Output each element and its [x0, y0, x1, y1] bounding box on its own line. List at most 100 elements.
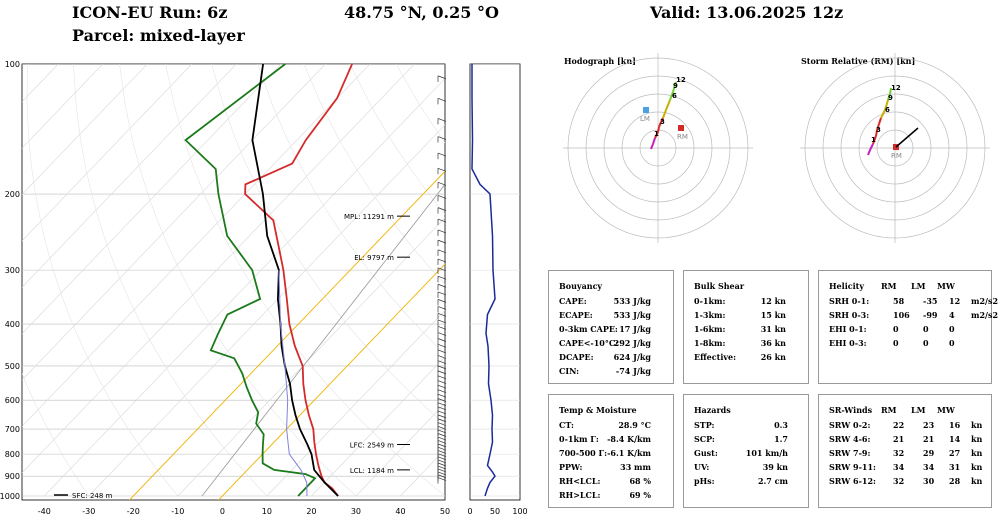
dry-adiabat [257, 64, 445, 355]
sr_winds-unit-cell: kn [971, 420, 983, 430]
level-annotation: MPL: 11291 m [344, 213, 394, 221]
wind-barb-flag [437, 239, 447, 244]
hazard-value: 2.7 cm [757, 476, 788, 486]
buoyancy-title: Bouyancy [559, 281, 603, 291]
lm-marker [643, 107, 649, 113]
skew-t-frame [21, 63, 446, 501]
isotherm-line [22, 64, 103, 149]
wind-barb-flag [437, 299, 447, 303]
hodo-trace [869, 143, 874, 151]
hazards-row: SCP: 1.7 [694, 433, 802, 445]
sr_winds-rm-cell: 21 [893, 434, 905, 444]
wind-tick: 0 [467, 507, 472, 516]
sr_winds-label-cell: SRW 4-6: [829, 434, 871, 444]
helicity-mw-cell: 0 [949, 324, 955, 334]
buoyancy-row: CAPE: 533 J/kg [559, 295, 667, 307]
hodo-trace [660, 117, 664, 123]
wind-barb-flag [437, 425, 447, 430]
hodo-trace [878, 117, 882, 125]
sr_winds-unit-cell: kn [971, 434, 983, 444]
isotherm-line [22, 64, 282, 335]
wind-barb-flag [437, 195, 447, 199]
isotherm-line [22, 64, 148, 195]
dry-adiabat [211, 64, 445, 425]
hodograph-chart: 13 6 912 LM RM [563, 53, 753, 243]
dewpoint-line [184, 64, 317, 497]
hazards-row: Gust: 101 km/h [694, 447, 802, 459]
wind-barb-flag [437, 218, 447, 223]
helicity-lm-cell: -35 [923, 296, 938, 306]
sr_winds-col-header: LM [911, 405, 926, 415]
pressure-tick: 800 [5, 450, 20, 459]
hodograph-panel: Hodograph [kn] 1 3 6 9 12 LM RM [548, 52, 763, 252]
wind-barb-flag [437, 291, 447, 296]
wind-barb-flag [437, 349, 447, 354]
wind-barb-flag [437, 389, 447, 394]
highlight-isotherm [217, 263, 445, 500]
shear-value: 31 kn [760, 324, 786, 334]
hodo-height-label: 9 [673, 82, 678, 90]
sr_winds-mw-cell: 14 [949, 434, 961, 444]
wind-barb-flag [437, 283, 447, 288]
sr_winds-rm-cell: 32 [893, 448, 905, 458]
temp_moisture-row: RH<LCL: 68 % [559, 475, 667, 487]
level-annotation: LFC: 2549 m [350, 442, 394, 450]
wind-barb-flag [437, 306, 447, 310]
buoyancy-row: 0-3km CAPE: 17 J/kg [559, 323, 667, 335]
hazard-label: Gust: [694, 448, 718, 458]
hodo-trace [662, 109, 667, 119]
temp-tick: -10 [171, 507, 184, 516]
dry-adiabat [165, 64, 445, 497]
wind-barb-flag [437, 398, 447, 402]
helicity-row: SRH 0-3: 106 -99 4 m2/s2 [829, 309, 998, 321]
wind-barb-flag [437, 474, 447, 479]
wind-barb-flag [437, 229, 447, 234]
temp_moisture-row: RH>LCL: 69 % [559, 489, 667, 501]
hazard-label: STP: [694, 420, 715, 430]
hodo-trace [672, 81, 677, 93]
sr_winds-mw-cell: 31 [949, 462, 961, 472]
pressure-tick: 1000 [0, 492, 20, 501]
rm-marker [678, 125, 684, 131]
shear-label: 1-8km: [694, 338, 726, 348]
helicity-col-header: LM [911, 281, 926, 291]
wind-barb-flag [437, 75, 447, 80]
temp-tick: -30 [82, 507, 95, 516]
tm-label: RH<LCL: [559, 476, 601, 486]
buoyancy-label: CIN: [559, 366, 580, 376]
sr_winds-row: SRW 0-2: 22 23 16 kn [829, 419, 985, 431]
sr-winds-panel: SR-Winds RM LM MW SRW 0-2: 22 23 16 kn SRW 4-6: 2… [818, 394, 992, 508]
buoyancy-row: DCAPE: 624 J/kg [559, 351, 667, 363]
pressure-tick: 900 [5, 472, 20, 481]
hodo-height-label: 6 [672, 92, 677, 100]
tm-value: 68 % [629, 476, 651, 486]
bulk-shear-panel: Bulk Shear 0-1km: 12 kn 1-3km: 15 kn 1-6km: 3… [683, 270, 809, 384]
rm-label: RM [891, 152, 902, 160]
wind-barb-flag [437, 436, 447, 441]
temp-tick: 40 [395, 507, 405, 516]
helicity-lm-cell: 0 [923, 338, 929, 348]
wind-barb-flag [437, 365, 447, 370]
buoyancy-value: 533 J/kg [613, 296, 651, 306]
hodo-trace [652, 137, 656, 145]
shear-label: Effective: [694, 352, 737, 362]
buoyancy-row: CIN: -74 J/kg [559, 365, 667, 377]
sr_winds-rm-cell: 22 [893, 420, 905, 430]
wind-barb-flag [437, 167, 447, 172]
wind-barb-flag [437, 429, 447, 434]
hodo-trace [650, 143, 654, 150]
buoyancy-row: CAPE<-10°C: 292 J/kg [559, 337, 667, 349]
buoyancy-value: 533 J/kg [613, 310, 651, 320]
shear-value: 12 kn [760, 296, 786, 306]
helicity-rm-cell: 106 [893, 310, 910, 320]
wind-barb-flag [437, 471, 447, 476]
wind-barb-flag [437, 465, 447, 470]
helicity-rm-cell: 58 [893, 296, 905, 306]
temp-tick: 10 [262, 507, 272, 516]
wind-barb-flag [437, 360, 447, 365]
storm-relative-panel: Storm Relative (RM) [kn] 1 3 6 9 12 RM [785, 52, 1000, 252]
sr_winds-mw-cell: 28 [949, 476, 961, 486]
sfc-annotation: SFC: 248 m [72, 492, 113, 500]
temperature-line [244, 64, 353, 497]
hodo-height-label: 6 [885, 106, 890, 114]
